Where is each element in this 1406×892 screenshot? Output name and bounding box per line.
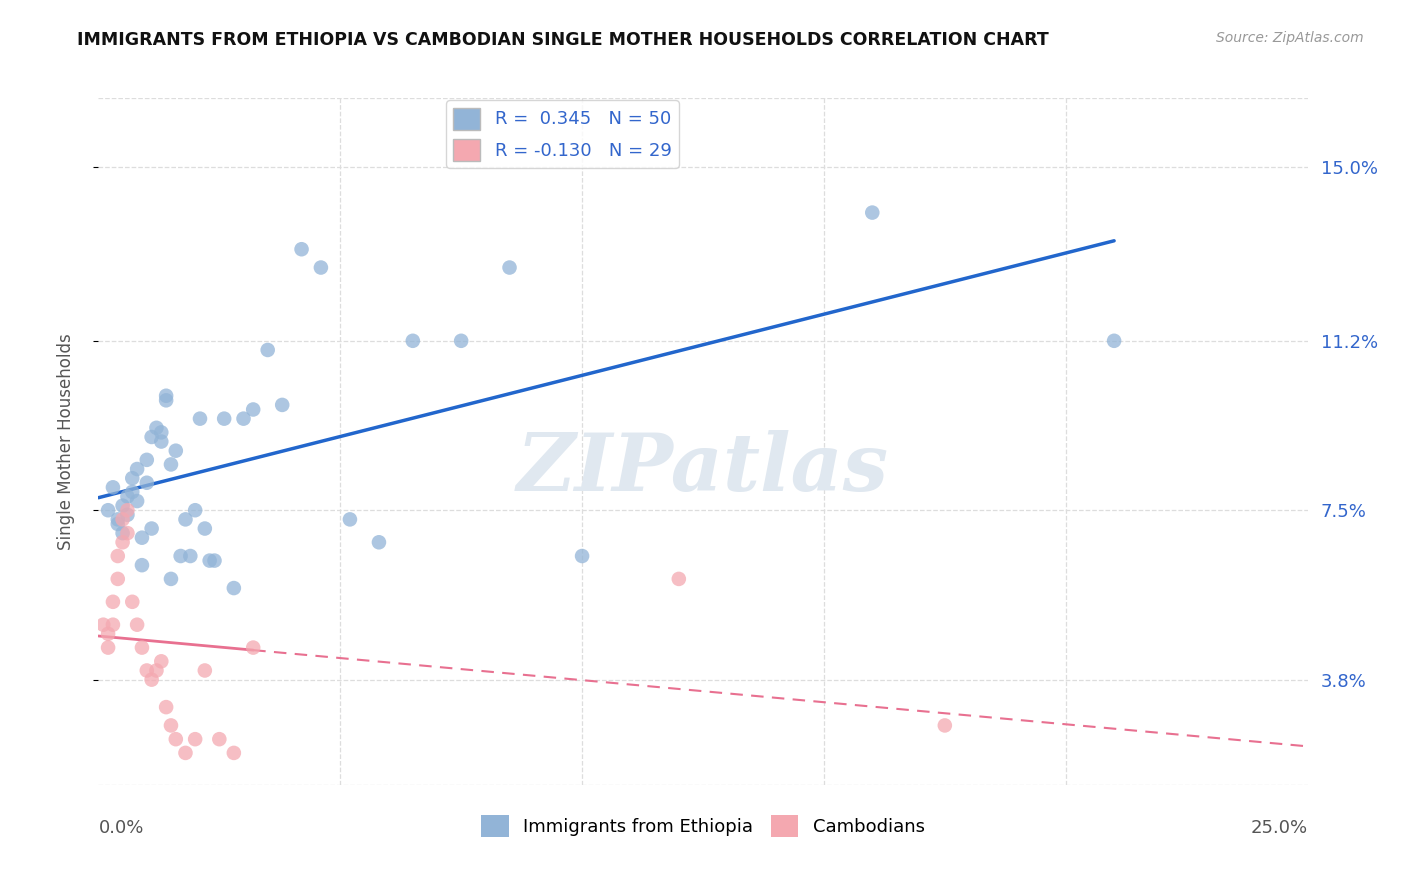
Point: [117, 490, 139, 504]
Point: [222, 581, 245, 595]
Point: [934, 718, 956, 732]
Text: IMMIGRANTS FROM ETHIOPIA VS CAMBODIAN SINGLE MOTHER HOUSEHOLDS CORRELATION CHART: IMMIGRANTS FROM ETHIOPIA VS CAMBODIAN SI…: [77, 31, 1049, 49]
Point: [141, 522, 163, 536]
Point: [127, 494, 149, 508]
Point: [145, 664, 167, 678]
Point: [222, 746, 245, 760]
Point: [155, 700, 177, 714]
Text: 0.0%: 0.0%: [98, 819, 143, 837]
Point: [271, 398, 294, 412]
Point: [121, 595, 143, 609]
Point: [107, 512, 129, 526]
Point: [121, 484, 143, 499]
Point: [169, 549, 191, 563]
Point: [127, 462, 149, 476]
Point: [101, 595, 124, 609]
Point: [145, 421, 167, 435]
Point: [150, 434, 173, 449]
Point: [174, 746, 197, 760]
Point: [184, 503, 207, 517]
Point: [131, 558, 153, 573]
Point: [242, 640, 264, 655]
Point: [571, 549, 593, 563]
Point: [194, 664, 217, 678]
Point: [450, 334, 472, 348]
Point: [131, 640, 153, 655]
Point: [1102, 334, 1125, 348]
Point: [165, 732, 187, 747]
Point: [368, 535, 391, 549]
Point: [309, 260, 332, 275]
Text: 25.0%: 25.0%: [1250, 819, 1308, 837]
Point: [101, 617, 124, 632]
Point: [91, 617, 114, 632]
Point: [242, 402, 264, 417]
Point: [101, 480, 124, 494]
Point: [107, 572, 129, 586]
Point: [97, 503, 120, 517]
Point: [127, 617, 149, 632]
Point: [135, 453, 157, 467]
Legend: R =  0.345   N = 50, R = -0.130   N = 29: R = 0.345 N = 50, R = -0.130 N = 29: [446, 100, 679, 168]
Point: [117, 503, 139, 517]
Point: [184, 732, 207, 747]
Point: [212, 411, 235, 425]
Point: [107, 516, 129, 531]
Point: [117, 508, 139, 522]
Point: [121, 471, 143, 485]
Point: [194, 522, 217, 536]
Point: [150, 654, 173, 668]
Point: [97, 640, 120, 655]
Point: [498, 260, 520, 275]
Point: [668, 572, 690, 586]
Point: [97, 627, 120, 641]
Point: [160, 718, 183, 732]
Point: [256, 343, 278, 357]
Point: [198, 553, 221, 567]
Text: ZIPatlas: ZIPatlas: [517, 430, 889, 508]
Point: [135, 664, 157, 678]
Point: [150, 425, 173, 440]
Point: [107, 549, 129, 563]
Point: [402, 334, 425, 348]
Point: [111, 499, 134, 513]
Point: [111, 512, 134, 526]
Point: [860, 205, 883, 219]
Point: [155, 393, 177, 408]
Point: [290, 242, 312, 256]
Point: [208, 732, 231, 747]
Text: Source: ZipAtlas.com: Source: ZipAtlas.com: [1216, 31, 1364, 45]
Point: [165, 443, 187, 458]
Point: [204, 553, 226, 567]
Point: [155, 389, 177, 403]
Point: [131, 531, 153, 545]
Point: [111, 535, 134, 549]
Point: [141, 430, 163, 444]
Point: [179, 549, 201, 563]
Point: [117, 526, 139, 541]
Point: [160, 458, 183, 472]
Point: [135, 475, 157, 490]
Point: [174, 512, 197, 526]
Point: [339, 512, 361, 526]
Y-axis label: Single Mother Households: Single Mother Households: [56, 334, 75, 549]
Point: [111, 526, 134, 541]
Point: [188, 411, 211, 425]
Point: [232, 411, 254, 425]
Point: [160, 572, 183, 586]
Point: [141, 673, 163, 687]
